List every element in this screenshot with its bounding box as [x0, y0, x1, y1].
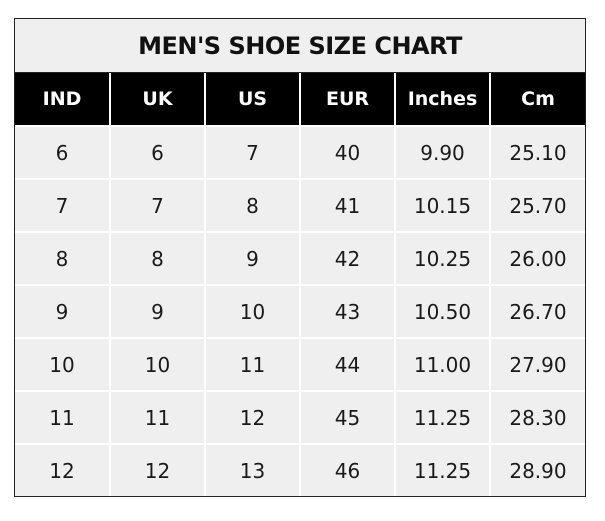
cell-us: 12: [205, 390, 301, 444]
cell-inches: 11.25: [395, 443, 491, 496]
chart-title: MEN'S SHOE SIZE CHART: [15, 19, 585, 73]
cell-uk: 11: [110, 390, 206, 444]
cell-cm: 25.70: [490, 178, 585, 232]
cell-uk: 8: [110, 231, 206, 285]
cell-uk: 10: [110, 337, 206, 391]
cell-us: 13: [205, 443, 301, 496]
size-table: IND UK US EUR Inches Cm 6 6 7 40 9.90 25.10 7 7 8 41 10…: [15, 73, 585, 496]
header-row: IND UK US EUR Inches Cm: [15, 73, 585, 126]
cell-uk: 7: [110, 178, 206, 232]
cell-cm: 28.90: [490, 443, 585, 496]
cell-ind: 9: [15, 284, 111, 338]
table-row: 10 10 11 44 11.00 27.90: [15, 337, 585, 391]
cell-ind: 12: [15, 443, 111, 496]
cell-uk: 6: [110, 125, 206, 179]
table-row: 8 8 9 42 10.25 26.00: [15, 231, 585, 285]
cell-uk: 12: [110, 443, 206, 496]
cell-cm: 28.30: [490, 390, 585, 444]
table-row: 11 11 12 45 11.25 28.30: [15, 390, 585, 444]
cell-ind: 10: [15, 337, 111, 391]
cell-ind: 6: [15, 125, 111, 179]
column-header-inches: Inches: [395, 73, 491, 126]
table-row: 7 7 8 41 10.15 25.70: [15, 178, 585, 232]
cell-inches: 10.25: [395, 231, 491, 285]
cell-eur: 46: [300, 443, 396, 496]
column-header-cm: Cm: [490, 73, 585, 126]
cell-eur: 43: [300, 284, 396, 338]
cell-eur: 42: [300, 231, 396, 285]
column-header-us: US: [205, 73, 301, 126]
cell-us: 8: [205, 178, 301, 232]
column-header-ind: IND: [15, 73, 111, 126]
table-row: 6 6 7 40 9.90 25.10: [15, 125, 585, 179]
cell-inches: 9.90: [395, 125, 491, 179]
cell-eur: 45: [300, 390, 396, 444]
size-chart-table: MEN'S SHOE SIZE CHART IND UK US EUR Inches Cm…: [14, 18, 586, 497]
cell-inches: 10.15: [395, 178, 491, 232]
cell-ind: 7: [15, 178, 111, 232]
cell-us: 11: [205, 337, 301, 391]
cell-us: 10: [205, 284, 301, 338]
cell-eur: 40: [300, 125, 396, 179]
table-row: 9 9 10 43 10.50 26.70: [15, 284, 585, 338]
cell-ind: 11: [15, 390, 111, 444]
column-header-eur: EUR: [300, 73, 396, 126]
column-header-uk: UK: [110, 73, 206, 126]
cell-cm: 26.00: [490, 231, 585, 285]
cell-inches: 11.00: [395, 337, 491, 391]
cell-eur: 41: [300, 178, 396, 232]
cell-inches: 11.25: [395, 390, 491, 444]
cell-cm: 27.90: [490, 337, 585, 391]
cell-us: 9: [205, 231, 301, 285]
cell-uk: 9: [110, 284, 206, 338]
cell-inches: 10.50: [395, 284, 491, 338]
cell-us: 7: [205, 125, 301, 179]
cell-ind: 8: [15, 231, 111, 285]
cell-cm: 25.10: [490, 125, 585, 179]
cell-eur: 44: [300, 337, 396, 391]
table-row: 12 12 13 46 11.25 28.90: [15, 443, 585, 496]
cell-cm: 26.70: [490, 284, 585, 338]
